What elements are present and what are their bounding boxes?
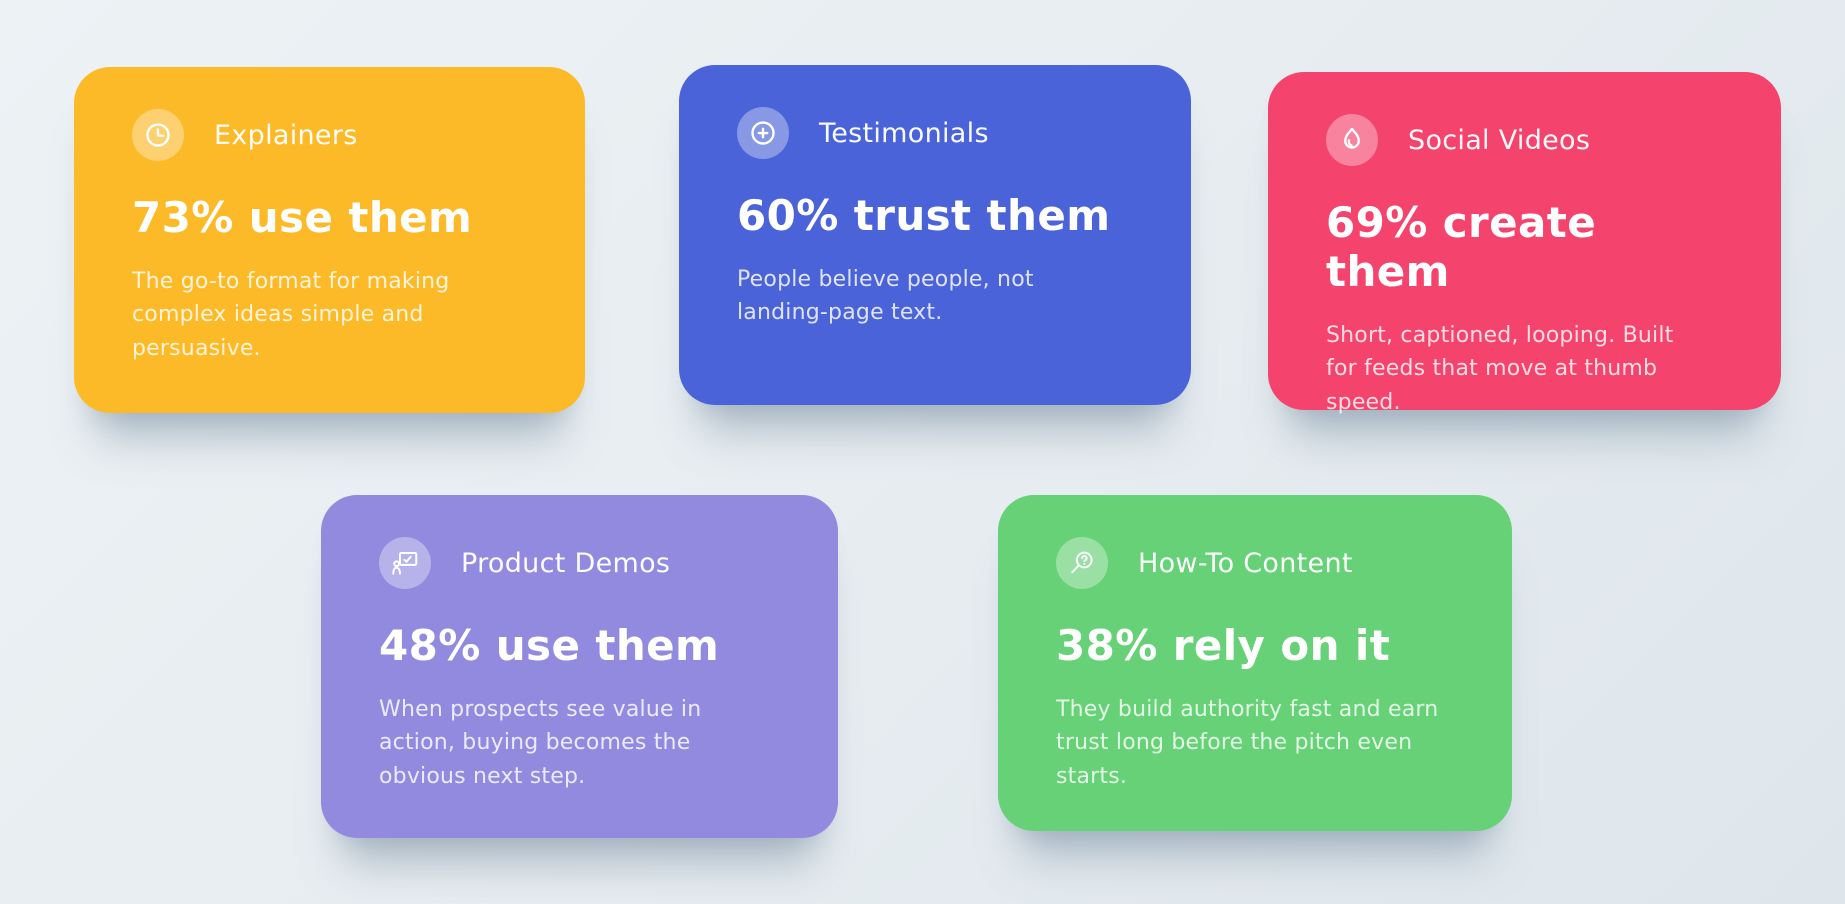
card-header: Social Videos — [1326, 114, 1723, 166]
card-stat: 38% rely on it — [1056, 621, 1391, 670]
icon-badge — [379, 537, 431, 589]
flame-icon — [1344, 127, 1360, 149]
card-stat: 69% create them — [1326, 198, 1597, 296]
card-title: Social Videos — [1408, 124, 1591, 156]
presenter-board-icon — [392, 552, 418, 575]
card-header: Explainers — [132, 109, 527, 161]
card-description: They build authority fast and earn trust… — [1056, 697, 1439, 789]
card-title: How-To Content — [1138, 547, 1353, 579]
card-header: Product Demos — [379, 537, 780, 589]
icon-badge — [737, 107, 789, 159]
icon-badge — [1326, 114, 1378, 166]
clock-icon — [146, 123, 170, 147]
card-title: Product Demos — [461, 547, 671, 579]
card-explainers: Explainers 73% use them The go-to format… — [74, 67, 585, 413]
icon-badge — [1056, 537, 1108, 589]
card-testimonials: Testimonials 60% trust them People belie… — [679, 65, 1191, 405]
card-stat: 73% use them — [132, 193, 473, 242]
card-title: Testimonials — [819, 117, 989, 149]
card-header: Testimonials — [737, 107, 1133, 159]
card-how-to-content: How-To Content 38% rely on it They build… — [998, 495, 1512, 831]
magnifier-question-icon — [1071, 551, 1093, 574]
card-stat: 48% use them — [379, 621, 720, 670]
card-social-videos: Social Videos 69% create them Short, cap… — [1268, 72, 1781, 415]
card-header: How-To Content — [1056, 537, 1454, 589]
icon-badge — [132, 109, 184, 161]
plus-circle-icon — [751, 121, 775, 145]
card-description: The go-to format for making complex idea… — [132, 269, 450, 361]
card-product-demos: Product Demos 48% use them When prospect… — [321, 495, 838, 838]
card-stat: 60% trust them — [737, 191, 1111, 240]
card-description: When prospects see value in action, buyi… — [379, 697, 702, 789]
card-description: Short, captioned, looping. Built for fee… — [1326, 323, 1674, 415]
card-title: Explainers — [214, 119, 358, 151]
card-description: People believe people, not landing-page … — [737, 267, 1034, 326]
